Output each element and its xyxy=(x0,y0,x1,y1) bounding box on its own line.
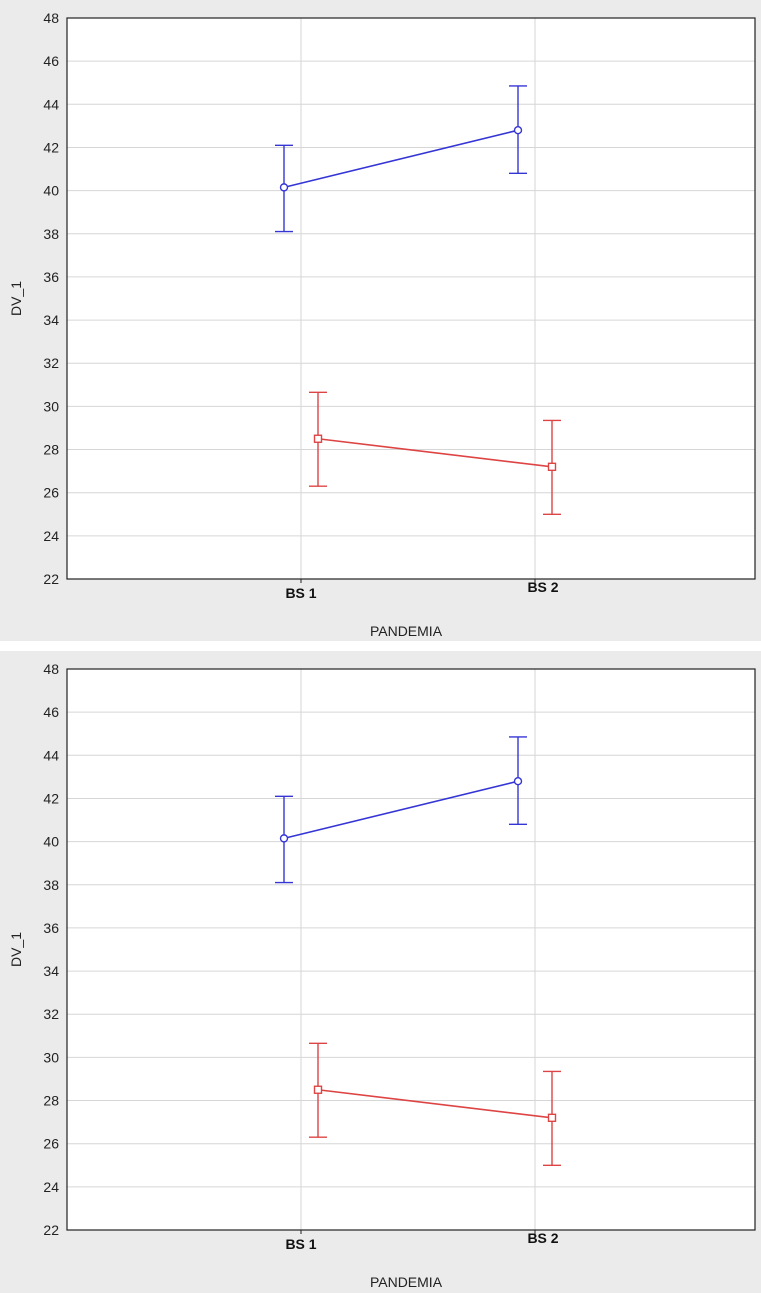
y-axis-title: DV_1 xyxy=(8,932,24,967)
y-tick-label: 28 xyxy=(43,442,59,458)
y-tick-label: 24 xyxy=(43,528,59,544)
y-tick-label: 22 xyxy=(43,1222,59,1238)
y-tick-label: 38 xyxy=(43,226,59,242)
data-point xyxy=(513,125,523,135)
y-tick-label: 42 xyxy=(43,790,59,806)
y-tick-label: 26 xyxy=(43,485,59,501)
plot-frame xyxy=(66,17,756,580)
y-tick-label: 46 xyxy=(43,704,59,720)
series-line xyxy=(317,1088,553,1119)
x-axis-title: PANDEMIA xyxy=(370,623,443,639)
y-tick-label: 30 xyxy=(43,398,59,414)
plot-area xyxy=(67,669,755,1230)
data-point xyxy=(313,1085,323,1094)
y-tick-label: 36 xyxy=(43,920,59,936)
series-2 xyxy=(309,1042,561,1166)
y-tick-label: 44 xyxy=(43,747,59,763)
x-tick-label: BS 2 xyxy=(527,579,558,595)
chart-panel-top: 22 24 26 28 30 32 34 36 38 40 42 44 46 48 BS 1 BS 2 PAND… xyxy=(0,0,761,641)
series-1 xyxy=(275,736,527,884)
y-tick-label: 24 xyxy=(43,1179,59,1195)
x-tick-label: BS 1 xyxy=(285,1236,316,1252)
series-line xyxy=(283,129,519,189)
y-tick-label: 34 xyxy=(43,963,59,979)
y-tick-label: 40 xyxy=(43,834,59,850)
y-tick-label: 46 xyxy=(43,53,59,69)
plot-frame xyxy=(66,668,756,1231)
y-tick-label: 42 xyxy=(43,139,59,155)
data-point xyxy=(313,434,323,443)
y-tick-label: 44 xyxy=(43,96,59,112)
x-tick-label: BS 1 xyxy=(285,585,316,601)
y-tick-label: 28 xyxy=(43,1093,59,1109)
data-point xyxy=(547,1113,557,1122)
x-tick-label: BS 2 xyxy=(527,1230,558,1246)
series-1 xyxy=(275,85,527,233)
y-tick-label: 36 xyxy=(43,269,59,285)
data-point xyxy=(513,776,523,786)
series-2 xyxy=(309,391,561,515)
data-point xyxy=(279,183,289,192)
chart-panel-bottom: 22 24 26 28 30 32 34 36 38 40 42 44 46 48 BS 1 BS 2 PAND… xyxy=(0,651,761,1293)
y-tick-label: 38 xyxy=(43,877,59,893)
y-tick-label: 30 xyxy=(43,1049,59,1065)
data-point xyxy=(547,462,557,471)
y-tick-label: 32 xyxy=(43,355,59,371)
plot-area xyxy=(67,18,755,579)
series-line xyxy=(317,437,553,468)
y-tick-label: 22 xyxy=(43,571,59,587)
chart-svg-top: 22 24 26 28 30 32 34 36 38 40 42 44 46 48 BS 1 BS 2 PAND… xyxy=(8,10,756,639)
series-line xyxy=(283,780,519,840)
x-axis-title: PANDEMIA xyxy=(370,1274,443,1290)
y-tick-label: 26 xyxy=(43,1136,59,1152)
y-tick-label: 48 xyxy=(43,10,59,26)
y-tick-label: 40 xyxy=(43,183,59,199)
y-tick-label: 32 xyxy=(43,1006,59,1022)
y-tick-label: 34 xyxy=(43,312,59,328)
data-point xyxy=(279,834,289,843)
y-tick-label: 48 xyxy=(43,661,59,677)
chart-svg-bottom: 22 24 26 28 30 32 34 36 38 40 42 44 46 48 BS 1 BS 2 PAND… xyxy=(8,661,756,1290)
y-axis-title: DV_1 xyxy=(8,281,24,316)
